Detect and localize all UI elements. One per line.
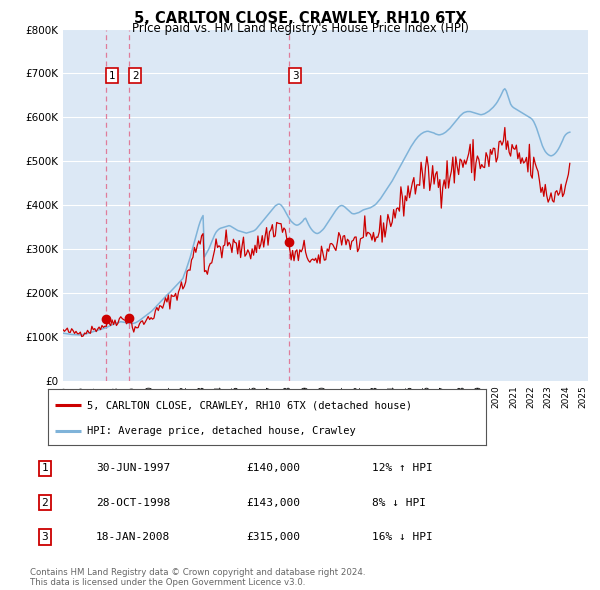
Text: 16% ↓ HPI: 16% ↓ HPI bbox=[372, 532, 433, 542]
Text: 8% ↓ HPI: 8% ↓ HPI bbox=[372, 498, 426, 507]
Text: 30-JUN-1997: 30-JUN-1997 bbox=[96, 464, 170, 473]
Text: 12% ↑ HPI: 12% ↑ HPI bbox=[372, 464, 433, 473]
Text: 3: 3 bbox=[41, 532, 49, 542]
Text: Contains HM Land Registry data © Crown copyright and database right 2024.
This d: Contains HM Land Registry data © Crown c… bbox=[30, 568, 365, 587]
Text: £143,000: £143,000 bbox=[246, 498, 300, 507]
Text: 2: 2 bbox=[41, 498, 49, 507]
Text: 3: 3 bbox=[292, 71, 298, 81]
Text: 2: 2 bbox=[132, 71, 139, 81]
Text: Price paid vs. HM Land Registry's House Price Index (HPI): Price paid vs. HM Land Registry's House … bbox=[131, 22, 469, 35]
Text: £315,000: £315,000 bbox=[246, 532, 300, 542]
Text: 1: 1 bbox=[41, 464, 49, 473]
Text: 28-OCT-1998: 28-OCT-1998 bbox=[96, 498, 170, 507]
Text: 5, CARLTON CLOSE, CRAWLEY, RH10 6TX: 5, CARLTON CLOSE, CRAWLEY, RH10 6TX bbox=[134, 11, 466, 25]
Text: 1: 1 bbox=[109, 71, 116, 81]
Text: 18-JAN-2008: 18-JAN-2008 bbox=[96, 532, 170, 542]
Text: HPI: Average price, detached house, Crawley: HPI: Average price, detached house, Craw… bbox=[88, 427, 356, 437]
Text: 5, CARLTON CLOSE, CRAWLEY, RH10 6TX (detached house): 5, CARLTON CLOSE, CRAWLEY, RH10 6TX (det… bbox=[88, 400, 412, 410]
Text: £140,000: £140,000 bbox=[246, 464, 300, 473]
